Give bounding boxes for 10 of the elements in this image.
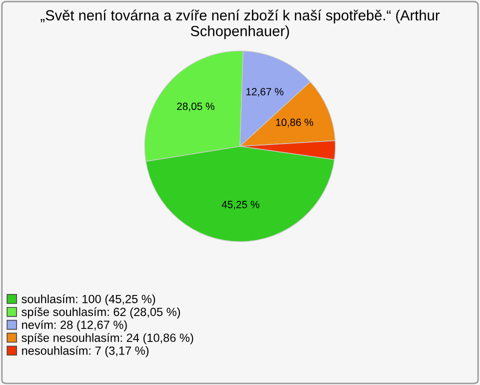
data-label: 45,25 % — [222, 200, 260, 210]
legend-label: nevím: 28 (12,67 %) — [22, 320, 127, 332]
legend-label: spíše nesouhlasím: 24 (10,86 %) — [22, 333, 194, 344]
legend-label: nesouhlasím: 7 (3,17 %) — [22, 346, 149, 358]
legend-label: spíše souhlasím: 62 (28,05 %) — [22, 307, 180, 318]
data-label: 10,86 % — [276, 118, 314, 128]
data-label: 28,05 % — [177, 102, 214, 112]
chart-title: „Svět není továrna a zvíře není zboží k naší spotřebě.“ (Arthur Schopenhauer) — [40, 10, 440, 40]
legend-label: souhlasím: 100 (45,25 %) — [22, 294, 156, 306]
data-label: 12,67 % — [246, 88, 284, 97]
